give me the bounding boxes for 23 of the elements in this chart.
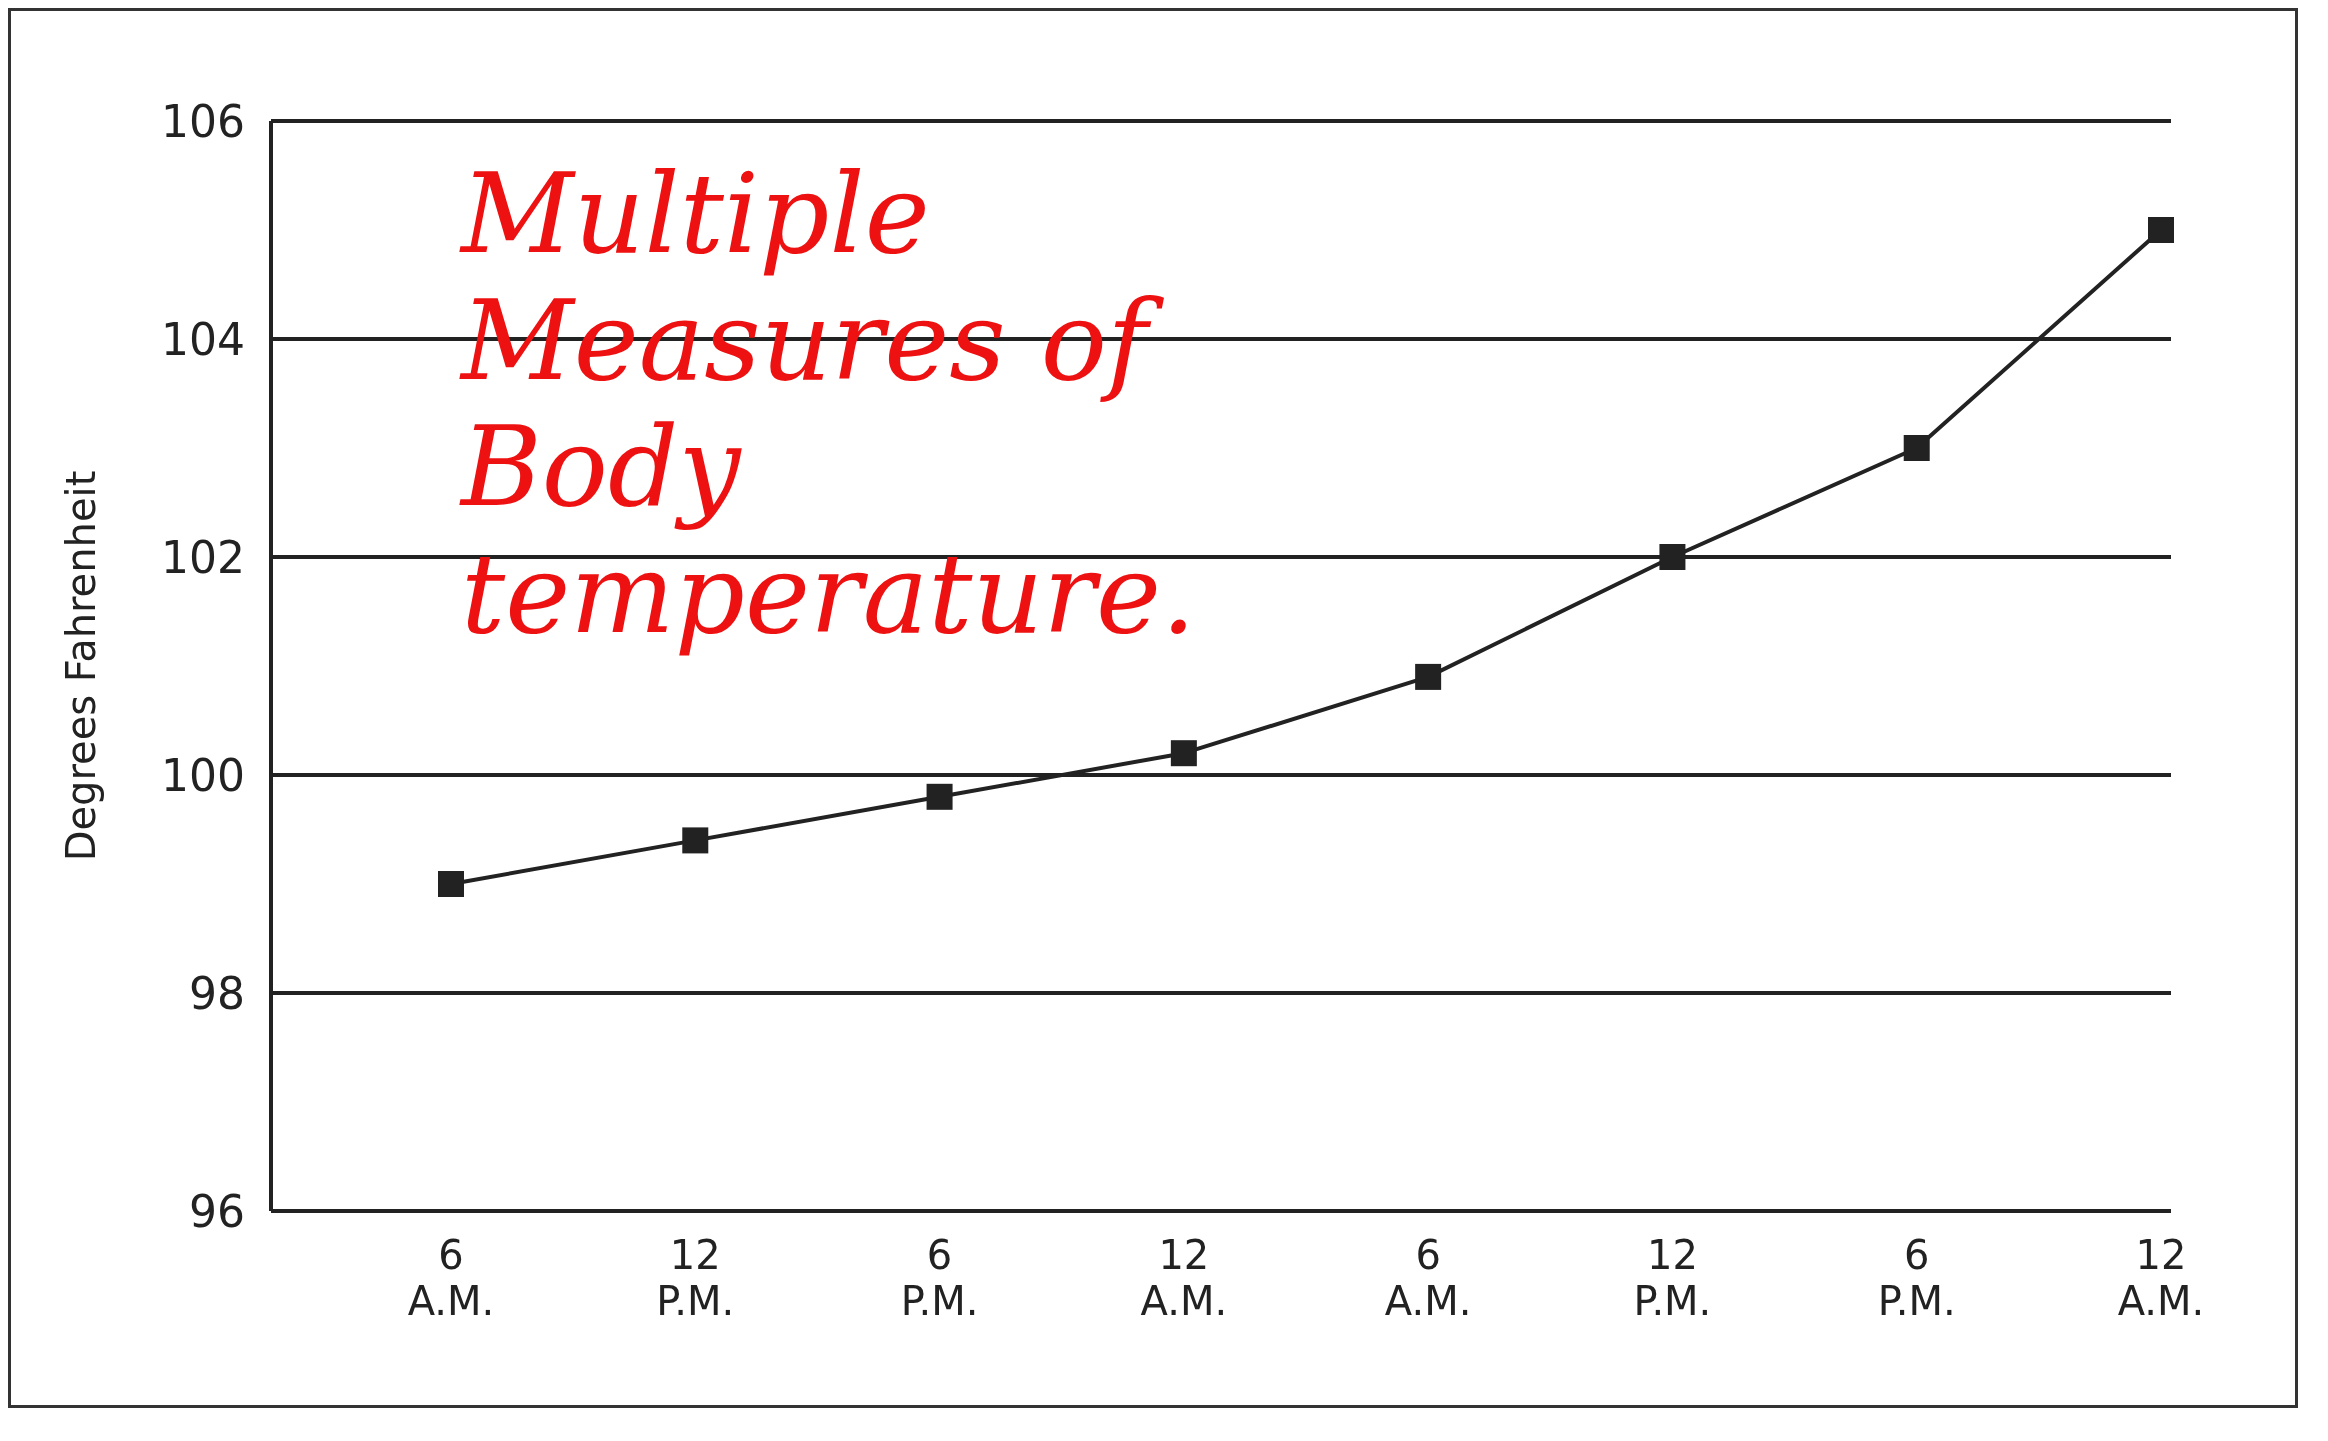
point [1170,740,1197,767]
point [2148,217,2174,243]
y-tick-label: 106 [161,95,245,147]
y-tick-label: 104 [161,313,245,365]
x-tick-label: 6 A.M. [407,1232,495,1324]
y-tick-label: 102 [161,531,245,583]
x-tick-label: 6 P.M. [1877,1232,1956,1324]
point [1659,544,1686,570]
point [1903,435,1930,461]
x-tick-label: 6 A.M. [1384,1232,1472,1324]
point [682,827,709,854]
point [926,783,953,810]
x-tick-label: 12 A.M. [2117,1232,2205,1324]
y-tick-label: 100 [161,749,245,801]
point [438,871,464,897]
y-tick-label: 96 [189,1185,245,1237]
y-tick-label: 98 [189,967,245,1019]
x-tick-label: 12 A.M. [1140,1232,1228,1324]
x-tick-label: 6 P.M. [900,1232,979,1324]
y-axis-title: Degrees Fahrenheit [58,470,105,862]
point [1415,663,1442,690]
x-tick-label: 12 P.M. [1633,1232,1712,1324]
x-tick-label: 12 P.M. [656,1232,735,1324]
